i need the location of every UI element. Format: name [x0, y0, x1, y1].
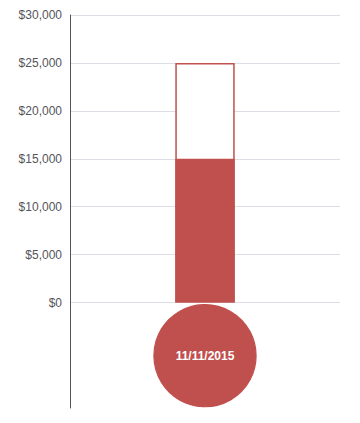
- svg-text:$25,000: $25,000: [19, 56, 63, 70]
- svg-text:$30,000: $30,000: [19, 8, 63, 22]
- svg-text:$0: $0: [49, 296, 63, 310]
- svg-text:$10,000: $10,000: [19, 200, 63, 214]
- svg-text:11/11/2015: 11/11/2015: [176, 349, 235, 363]
- svg-text:$20,000: $20,000: [19, 104, 63, 118]
- svg-text:$5,000: $5,000: [25, 248, 62, 262]
- svg-text:$15,000: $15,000: [19, 152, 63, 166]
